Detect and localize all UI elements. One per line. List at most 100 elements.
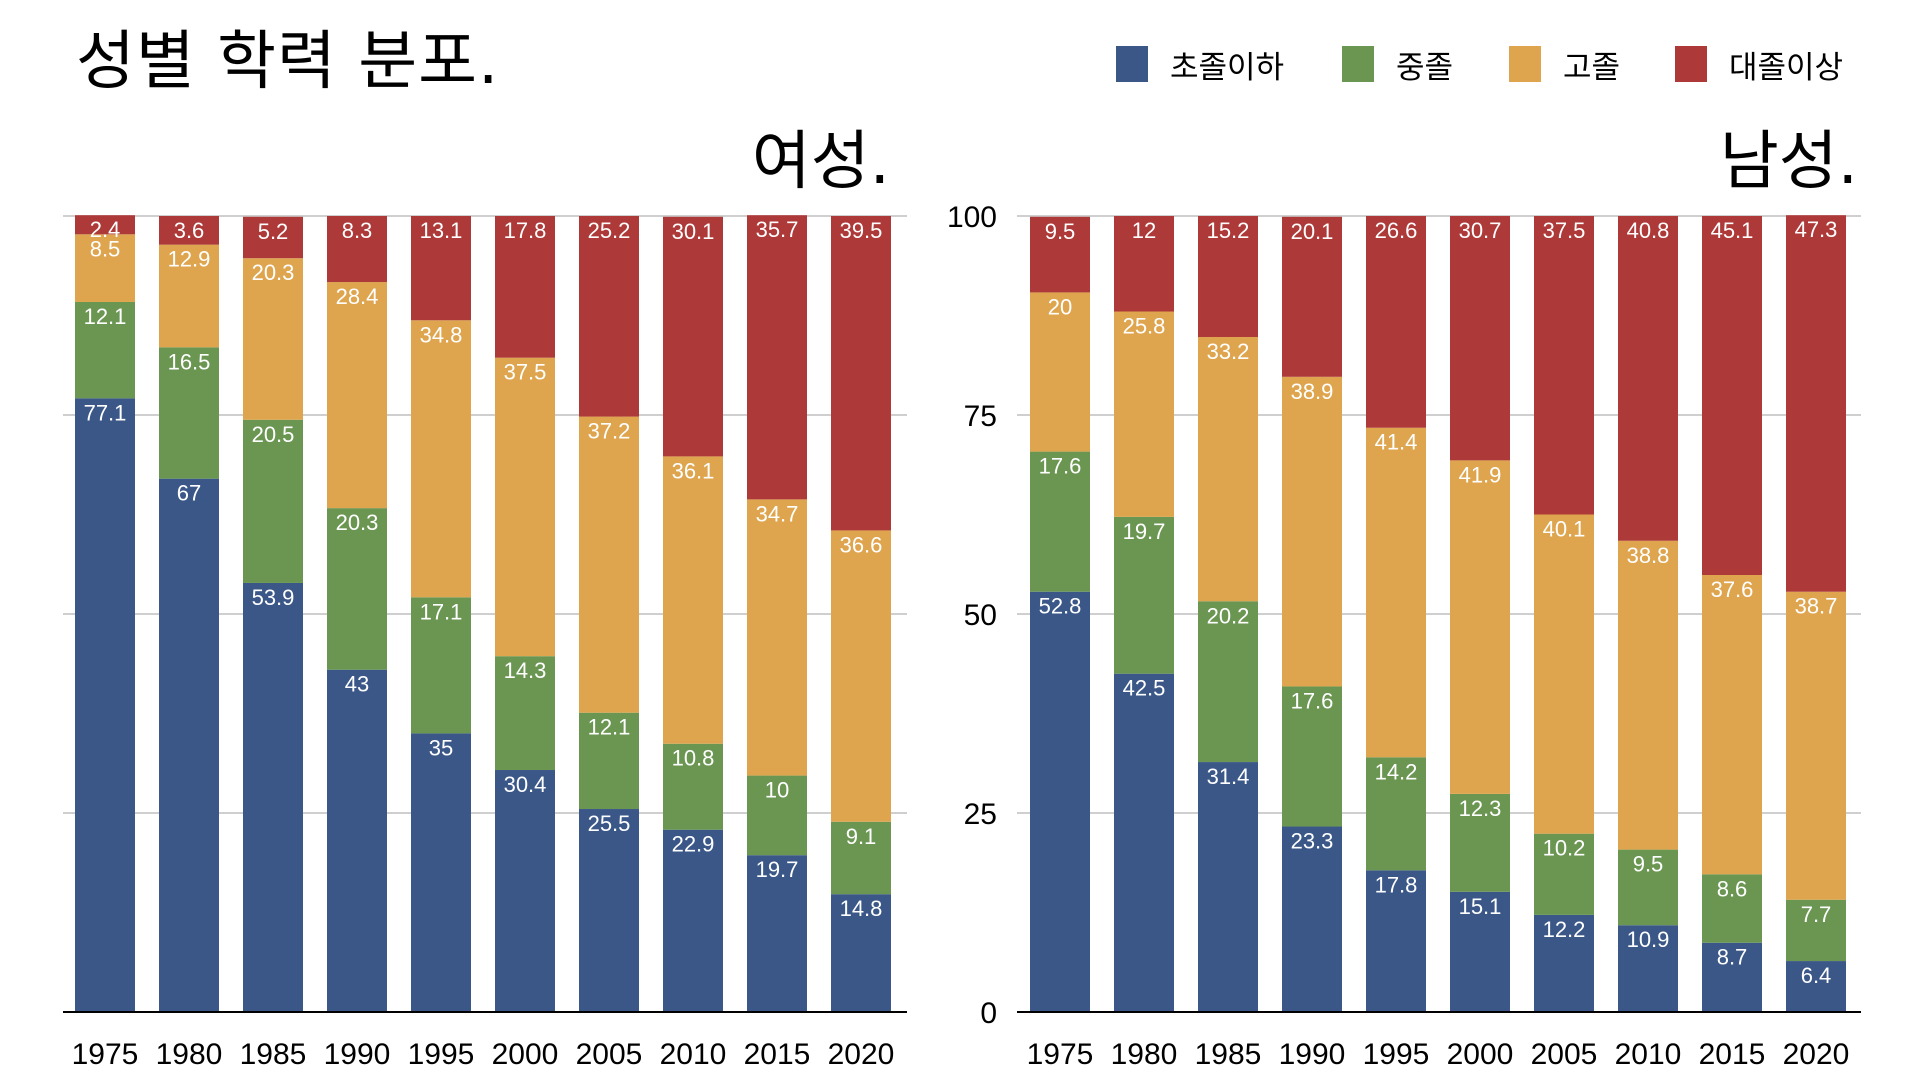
female-data-label: 14.8 <box>840 896 883 921</box>
female-data-label: 43 <box>345 672 369 697</box>
female-data-label: 12.9 <box>168 247 211 272</box>
female-bar-segment-1995-0 <box>411 733 471 1012</box>
male-bar-segment-1985-2 <box>1198 336 1258 602</box>
male-data-label: 47.3 <box>1795 217 1838 242</box>
male-data-label: 15.1 <box>1459 894 1502 919</box>
female-bar-segment-1980-0 <box>159 478 219 1012</box>
legend-item-college: 대졸이상 <box>1675 44 1844 86</box>
female-data-label: 35 <box>429 735 453 760</box>
female-bar-segment-1985-3 <box>243 216 303 259</box>
male-x-tick-label: 2010 <box>1615 1038 1682 1071</box>
female-bar-segment-1995-1 <box>411 597 471 734</box>
female-data-label: 22.9 <box>672 832 715 857</box>
female-bar-segment-2010-3 <box>663 216 723 457</box>
male-bar-segment-2010-0 <box>1618 925 1678 1012</box>
legend-swatch-elementary <box>1116 46 1148 82</box>
female-bar-segment-2005-2 <box>579 416 639 713</box>
female-bar-segment-1995-3 <box>411 216 471 321</box>
male-data-label: 10.2 <box>1543 836 1586 861</box>
male-bar-segment-1995-2 <box>1366 427 1426 758</box>
male-data-label: 20.2 <box>1207 603 1250 628</box>
male-bar-segment-2005-0 <box>1534 914 1594 1012</box>
female-x-tick-label: 1995 <box>408 1038 475 1071</box>
female-data-label: 53.9 <box>252 585 295 610</box>
female-bar-segment-1990-1 <box>327 508 387 670</box>
male-x-tick-label: 2015 <box>1699 1038 1766 1071</box>
female-bar-segment-1975-2 <box>75 234 135 302</box>
female-bar-segment-2010-1 <box>663 743 723 830</box>
female-x-tick-label: 1990 <box>324 1038 391 1071</box>
male-data-label: 30.7 <box>1459 218 1502 243</box>
male-data-label: 45.1 <box>1711 218 1754 243</box>
male-bar-segment-2000-1 <box>1450 793 1510 892</box>
male-x-tick-label: 1980 <box>1111 1038 1178 1071</box>
female-bar-segment-2005-0 <box>579 809 639 1012</box>
male-data-label: 9.5 <box>1045 219 1076 244</box>
female-data-label: 8.5 <box>90 236 121 261</box>
female-data-label: 8.3 <box>342 218 373 243</box>
female-bar-segment-2010-2 <box>663 456 723 744</box>
male-bar-segment-1980-2 <box>1114 311 1174 517</box>
male-data-label: 20.1 <box>1291 219 1334 244</box>
male-y-tick-label: 50 <box>964 599 997 632</box>
male-bar-segment-2010-3 <box>1618 216 1678 541</box>
male-bar-segment-1990-0 <box>1282 826 1342 1012</box>
legend-label: 대졸이상 <box>1729 49 1844 86</box>
female-data-label: 14.3 <box>504 658 547 683</box>
male-bar-segment-2015-0 <box>1702 942 1762 1012</box>
male-x-tick-label: 1995 <box>1363 1038 1430 1071</box>
male-y-tick-label: 0 <box>980 997 997 1030</box>
male-y-tick-label: 100 <box>947 201 997 234</box>
male-bar-segment-1985-1 <box>1198 601 1258 763</box>
male-data-label: 7.7 <box>1801 902 1832 927</box>
male-data-label: 40.8 <box>1627 218 1670 243</box>
male-bar-segment-2015-3 <box>1702 216 1762 575</box>
female-bar-segment-2000-1 <box>495 656 555 771</box>
female-bar-segment-1985-0 <box>243 582 303 1012</box>
female-data-label: 13.1 <box>420 218 463 243</box>
female-data-label: 36.6 <box>840 532 883 557</box>
male-data-label: 17.8 <box>1375 872 1418 897</box>
female-data-label: 39.5 <box>840 218 883 243</box>
female-x-tick-label: 1985 <box>240 1038 307 1071</box>
female-bar-segment-1990-2 <box>327 282 387 509</box>
male-x-tick-label: 2020 <box>1783 1038 1850 1071</box>
male-bar-segment-2000-2 <box>1450 460 1510 794</box>
female-bar-segment-2020-3 <box>831 216 891 531</box>
male-bar-segment-2000-0 <box>1450 891 1510 1012</box>
male-bar-segment-1980-1 <box>1114 516 1174 674</box>
female-data-label: 10 <box>765 778 789 803</box>
female-bar-segment-1980-1 <box>159 347 219 479</box>
legend-label: 중졸 <box>1396 49 1454 86</box>
female-data-label: 12.1 <box>84 304 127 329</box>
male-bar-segment-1975-1 <box>1030 451 1090 592</box>
male-data-label: 8.6 <box>1717 876 1748 901</box>
female-bar-segment-2000-3 <box>495 216 555 358</box>
female-bar-segment-1985-2 <box>243 258 303 420</box>
female-x-tick-label: 2000 <box>492 1038 559 1071</box>
female-bar-segment-2005-1 <box>579 712 639 810</box>
male-bar-segment-2010-1 <box>1618 849 1678 926</box>
legend-swatch-college <box>1675 46 1707 82</box>
female-data-label: 2.4 <box>90 217 121 242</box>
female-data-label: 28.4 <box>336 284 379 309</box>
male-data-label: 14.2 <box>1375 759 1418 784</box>
male-bar-segment-1995-1 <box>1366 757 1426 871</box>
male-data-label: 38.8 <box>1627 543 1670 568</box>
female-bar-segment-1980-3 <box>159 216 219 245</box>
male-bar-segment-2005-1 <box>1534 833 1594 915</box>
male-bar-segment-2020-3 <box>1786 215 1846 592</box>
female-x-tick-label: 2005 <box>576 1038 643 1071</box>
female-chart-title: 여성. <box>751 125 890 199</box>
female-data-label: 30.4 <box>504 772 547 797</box>
legend-item-elementary: 초졸이하 <box>1116 44 1284 86</box>
female-bar-segment-1975-0 <box>75 398 135 1012</box>
male-data-label: 12 <box>1132 218 1156 243</box>
male-bar-segment-1975-3 <box>1030 216 1090 293</box>
male-bar-segment-1985-3 <box>1198 216 1258 337</box>
female-x-tick-label: 2015 <box>744 1038 811 1071</box>
male-x-tick-label: 2005 <box>1531 1038 1598 1071</box>
female-data-label: 19.7 <box>756 857 799 882</box>
male-data-label: 37.5 <box>1543 218 1586 243</box>
